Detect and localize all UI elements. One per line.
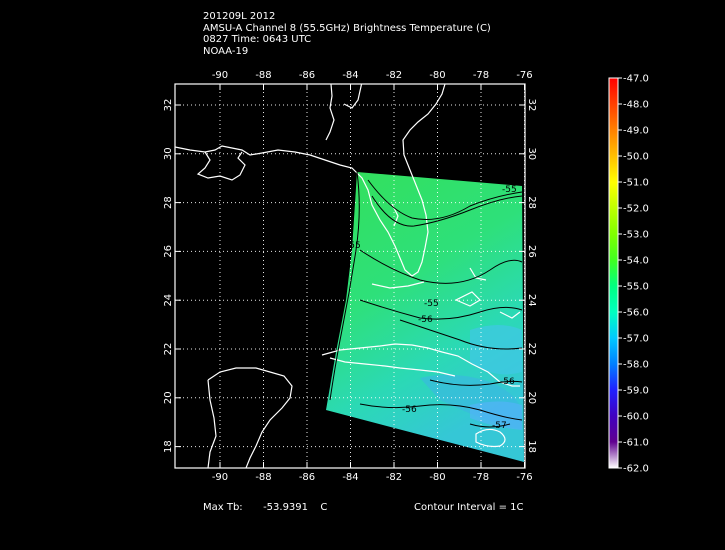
colorbar-tick-label: -55.0 [623,282,649,293]
lat-tick-label-left: 28 [163,196,174,209]
storm-id-line: 201209L 2012 [203,11,276,22]
colorbar-tick-label: -50.0 [623,152,649,163]
lat-tick-label-left: 24 [163,294,174,307]
lon-tick-label-top: -86 [299,70,315,81]
max-tb-label: Max Tb: [203,502,243,513]
max-tb-readout: Max Tb: -53.9391 C [203,502,327,513]
lat-tick-label-right: 18 [526,440,537,453]
colorbar: -47.0 -48.0 -49.0 -50.0 -51.0 -52.0 -53.0 -54.0… [608,74,649,475]
lon-tick-label-bottom: -82 [386,472,402,483]
lat-tick-label-right: 24 [526,294,537,307]
lon-tick-label-bottom: -78 [473,472,489,483]
lon-tick-label-top: -90 [212,70,228,81]
lon-tick-label-top: -82 [386,70,402,81]
time-line: 0827 Time: 0643 UTC [203,34,312,45]
lon-tick-label-bottom: -80 [429,472,445,483]
lon-tick-label-bottom: -86 [299,472,315,483]
contour-labels: -55 -55 -55 -56 -56 -56 -57 [346,185,517,431]
max-tb-value: -53.9391 [263,502,309,513]
colorbar-tick-label: -54.0 [623,256,649,267]
lon-tick-label-top: -88 [255,70,271,81]
colorbar-tick-label: -53.0 [623,230,649,241]
max-tb-unit: C [320,502,328,513]
svg-text:-57: -57 [492,421,507,431]
lat-tick-label-right: 22 [526,343,537,356]
svg-text:-56: -56 [418,315,433,325]
svg-text:-56: -56 [402,405,417,415]
colorbar-tick-label: -58.0 [623,360,649,371]
svg-text:-56: -56 [500,377,515,387]
lat-tick-label-left: 18 [163,440,174,453]
lon-tick-label-top: -80 [429,70,445,81]
satellite-name: NOAA-19 [203,45,249,57]
lon-tick-label-top: -78 [473,70,489,81]
lon-tick-label-top: -76 [516,70,532,81]
lon-labels-top: -90 -88 -86 -84 -82 -80 -78 -76 [212,70,533,81]
colorbar-tick-label: -52.0 [623,204,649,215]
svg-text:-55: -55 [502,185,517,195]
svg-text:-55: -55 [346,241,361,251]
lat-tick-label-right: 32 [526,99,537,112]
plot-header: 201209L 2012 AMSU-A Channel 8 (55.5GHz) … [203,11,491,57]
lat-tick-label-left: 22 [163,343,174,356]
lat-tick-label-right: 26 [526,245,537,258]
lon-tick-label-bottom: -76 [516,472,532,483]
lat-tick-label-left: 32 [163,99,174,112]
contour-lines [329,171,523,428]
axis-ticks [175,84,525,468]
colorbar-tick-label: -51.0 [623,178,649,189]
colorbar-tick-label: -61.0 [623,438,649,449]
lat-labels-right: 32 30 28 26 24 22 20 18 [526,99,537,453]
colorbar-tick-label: -48.0 [623,100,649,111]
colorbar-tick-label: -56.0 [623,308,649,319]
lat-tick-label-left: 30 [163,147,174,160]
lat-tick-label-left: 20 [163,391,174,404]
lon-tick-label-bottom: -90 [212,472,228,483]
lat-tick-label-right: 20 [526,391,537,404]
lat-tick-label-right: 28 [526,196,537,209]
lon-labels-bottom: -90 -88 -86 -84 -82 -80 -78 -76 [212,472,533,483]
colorbar-tick-label: -60.0 [623,412,649,423]
coastlines [175,84,521,468]
product-title: AMSU-A Channel 8 (55.5GHz) Brightness Te… [203,22,491,34]
lon-tick-label-bottom: -88 [255,472,271,483]
contour-interval: Contour Interval = 1C [414,502,524,513]
lat-lon-grid [175,84,525,468]
colorbar-tick-label: -47.0 [623,74,649,85]
lon-tick-label-top: -84 [342,70,358,81]
colorbar-tick-label: -62.0 [623,464,649,475]
lat-labels-left: 32 30 28 26 24 22 20 18 [163,99,174,453]
colorbar-ramp [608,77,619,469]
cold-patch-1 [470,325,522,375]
lon-tick-label-bottom: -84 [342,472,358,483]
svg-text:-55: -55 [424,299,439,309]
lat-tick-label-right: 30 [526,147,537,160]
colorbar-tick-label: -49.0 [623,126,649,137]
cold-patch-3 [470,401,522,430]
colorbar-tick-label: -59.0 [623,386,649,397]
lat-tick-label-left: 26 [163,245,174,258]
colorbar-tick-label: -57.0 [623,334,649,345]
